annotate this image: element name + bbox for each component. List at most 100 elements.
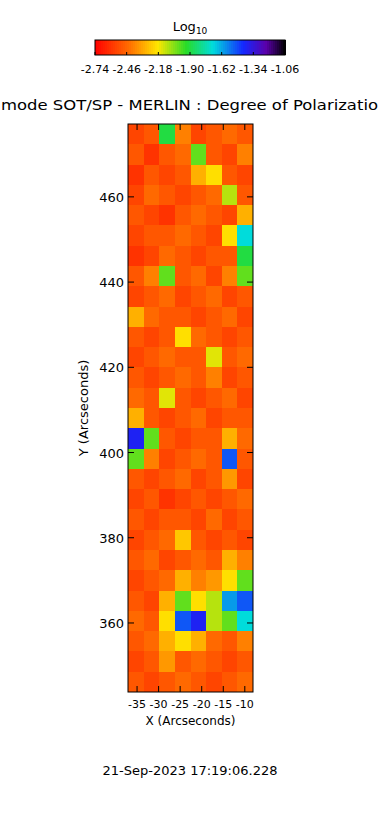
heatmap-cell	[175, 489, 191, 510]
heatmap-cell	[144, 307, 160, 328]
y-tick	[128, 282, 134, 283]
heatmap-cell	[175, 408, 191, 429]
heatmap-cell	[128, 286, 144, 307]
heatmap-cell	[222, 631, 238, 652]
heatmap-cell	[144, 489, 160, 510]
y-axis: 360380400420440460Y (Arcseconds)	[76, 190, 253, 631]
x-tick-label: -20	[193, 698, 211, 711]
heatmap-cell	[128, 672, 144, 692]
heatmap-cell	[175, 428, 191, 449]
heatmap-cell	[237, 530, 253, 551]
heatmap-cell	[144, 631, 160, 652]
heatmap-cell	[159, 307, 175, 328]
heatmap-cell	[206, 144, 222, 165]
x-tick	[137, 124, 138, 130]
heatmap-cell	[237, 570, 253, 591]
heatmap-cell	[159, 124, 175, 145]
title: mode SOT/SP - MERLIN : Degree of Polariz…	[1, 97, 378, 113]
heatmap-cell	[191, 530, 207, 551]
y-tick	[247, 537, 253, 538]
heatmap-cell	[128, 611, 144, 632]
heatmap-cell	[206, 530, 222, 551]
heatmap-cell	[191, 469, 207, 490]
heatmap-cell	[191, 185, 207, 206]
colorbar-tick	[221, 52, 222, 55]
chart: -2.74-2.46-2.18-1.90-1.62-1.34-1.06Log10…	[0, 0, 380, 816]
heatmap-cell	[237, 225, 253, 246]
heatmap-cell	[191, 205, 207, 226]
heatmap-cell	[128, 124, 144, 145]
heatmap-cell	[222, 327, 238, 348]
heatmap-cell	[222, 591, 238, 612]
heatmap-cell	[237, 591, 253, 612]
heatmap-cell	[237, 408, 253, 429]
x-tick-label: -15	[214, 698, 232, 711]
heatmap-cell	[175, 570, 191, 591]
heatmap-cell	[144, 266, 160, 287]
heatmap-cell	[237, 327, 253, 348]
heatmap-cell	[206, 165, 222, 186]
heatmap-cell	[159, 530, 175, 551]
heatmap-cell	[175, 307, 191, 328]
date: 21-Sep-2023 17:19:06.228	[103, 763, 278, 778]
heatmap-cell	[237, 509, 253, 530]
y-tick	[128, 537, 134, 538]
heatmap-cell	[191, 165, 207, 186]
heatmap-cell	[128, 225, 144, 246]
colorbar-tick-label: -1.90	[176, 63, 204, 76]
heatmap-cell	[206, 631, 222, 652]
heatmap-cell	[237, 165, 253, 186]
heatmap-cell	[128, 591, 144, 612]
heatmap-cell	[206, 185, 222, 206]
y-tick	[247, 452, 253, 453]
heatmap-cell	[159, 449, 175, 470]
y-tick	[247, 282, 253, 283]
x-tick-label: -35	[128, 698, 146, 711]
colorbar-tick-label: -1.62	[207, 63, 235, 76]
background	[0, 0, 380, 816]
heatmap-cell	[175, 469, 191, 490]
x-tick	[244, 686, 245, 692]
heatmap-cell	[159, 286, 175, 307]
x-tick	[244, 124, 245, 130]
heatmap-cell	[191, 672, 207, 692]
heatmap-cell	[237, 205, 253, 226]
heatmap-cell	[206, 327, 222, 348]
heatmap-cell	[222, 185, 238, 206]
colorbar-tick	[190, 52, 191, 55]
heatmap-cell	[237, 469, 253, 490]
heatmap-cell	[128, 651, 144, 672]
heatmap-cell	[144, 327, 160, 348]
heatmap-cell	[237, 611, 253, 632]
heatmap-cell	[222, 530, 238, 551]
heatmap-cell	[222, 246, 238, 267]
y-tick	[128, 196, 134, 197]
heatmap-cell	[175, 286, 191, 307]
x-tick	[180, 124, 181, 130]
heatmap-cell	[128, 570, 144, 591]
heatmap-cell	[206, 367, 222, 388]
heatmap-cell	[128, 388, 144, 409]
heatmap-cell	[222, 611, 238, 632]
heatmap-cell	[144, 144, 160, 165]
heatmap-cell	[206, 347, 222, 368]
heatmap-cell	[159, 367, 175, 388]
heatmap-cell	[237, 124, 253, 145]
heatmap-cell	[159, 591, 175, 612]
colorbar-tick-label: -2.46	[112, 63, 140, 76]
colorbar-tick-label: -2.74	[81, 63, 109, 76]
heatmap-cell	[144, 124, 160, 145]
y-tick-label: 400	[99, 446, 124, 461]
heatmap-cell	[237, 144, 253, 165]
colorbar-tick-label: -1.06	[271, 63, 299, 76]
heatmap-cell	[144, 246, 160, 267]
heatmap-cell	[191, 225, 207, 246]
heatmap-cell	[222, 428, 238, 449]
heatmap-cell	[159, 388, 175, 409]
heatmap-cell	[191, 286, 207, 307]
heatmap-cell	[206, 205, 222, 226]
heatmap-cell	[222, 408, 238, 429]
heatmap-cell	[237, 185, 253, 206]
heatmap-cell	[175, 651, 191, 672]
heatmap-cell	[144, 611, 160, 632]
